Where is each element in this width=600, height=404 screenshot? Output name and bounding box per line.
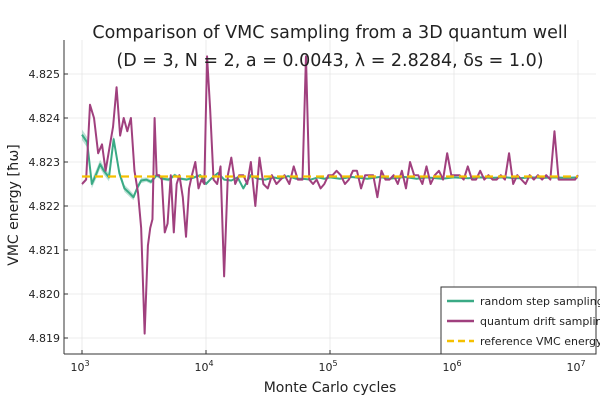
x-tick-label: 105 bbox=[318, 359, 337, 374]
error-band-0 bbox=[82, 129, 578, 201]
legend-label-random-step: random step sampling bbox=[480, 295, 600, 308]
legend-label-quantum-drift: quantum drift sampling bbox=[480, 315, 600, 328]
legend-label-reference: reference VMC energy bbox=[480, 335, 600, 348]
y-axis-label: VMC energy [ħω] bbox=[6, 144, 22, 266]
series-line-0 bbox=[81, 134, 579, 199]
chart-title-line2: (D = 3, N = 2, a = 0.0043, λ = 2.8284, δ… bbox=[116, 51, 543, 71]
y-tick-label: 4.825 bbox=[29, 68, 61, 81]
series-lines bbox=[81, 55, 579, 335]
x-axis-label: Monte Carlo cycles bbox=[264, 380, 397, 396]
x-tick-label: 104 bbox=[194, 359, 213, 374]
x-tick-label: 106 bbox=[442, 359, 461, 374]
axes: 103 104 105 106 107 4.819 4.820 4.821 4.822 4.823… bbox=[29, 40, 596, 374]
legend: random step sampling quantum drift sampl… bbox=[440, 286, 600, 355]
y-tick-label: 4.820 bbox=[29, 288, 61, 301]
chart-title-line1: Comparison of VMC sampling from a 3D qua… bbox=[92, 23, 567, 43]
y-tick-label: 4.821 bbox=[29, 244, 61, 257]
y-tick-label: 4.822 bbox=[29, 200, 61, 213]
x-tick-label: 103 bbox=[70, 359, 89, 374]
y-tick-label: 4.819 bbox=[29, 332, 61, 345]
x-tick-label: 107 bbox=[566, 359, 585, 374]
error-bands bbox=[82, 55, 578, 335]
y-tick-label: 4.823 bbox=[29, 156, 61, 169]
y-tick-label: 4.824 bbox=[29, 112, 61, 125]
